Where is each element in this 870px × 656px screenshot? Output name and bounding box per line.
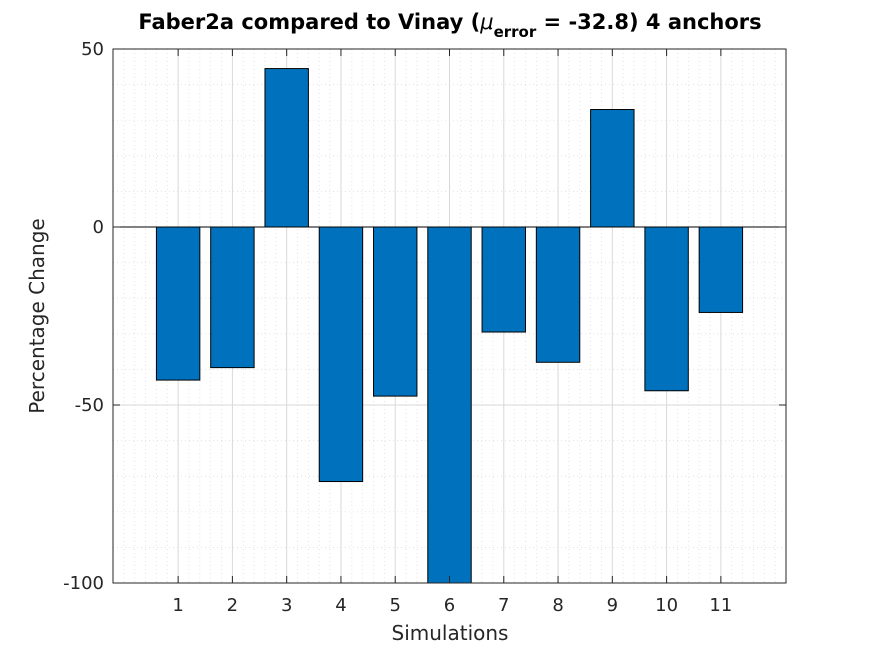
bar-simulation-5 [373, 226, 418, 397]
bar-simulation-7 [481, 226, 526, 333]
bar-simulation-9 [590, 109, 635, 228]
title-prefix: Faber2a compared to Vinay ( [138, 10, 480, 34]
x-tick-label: 3 [281, 595, 292, 616]
bar-simulation-8 [535, 226, 581, 363]
bar-simulation-4 [318, 226, 364, 483]
y-tick-labels: 50 0 -50 -100 [63, 39, 104, 594]
x-tick-label: 7 [498, 595, 509, 616]
x-tick-label: 8 [552, 595, 563, 616]
title-subscript: error [494, 23, 537, 41]
chart-title: Faber2a compared to Vinay (μerror = -32.… [138, 10, 761, 41]
y-tick-label: 50 [81, 39, 104, 60]
x-tick-label: 1 [172, 595, 183, 616]
y-axis-label: Percentage Change [25, 218, 49, 413]
x-tick-label: 11 [709, 595, 732, 616]
x-tick-label: 10 [655, 595, 678, 616]
bars [155, 68, 744, 584]
x-tick-labels: 1 2 3 4 5 6 7 8 9 10 11 [172, 595, 732, 616]
title-suffix: = -32.8) 4 anchors [536, 10, 761, 34]
x-axis-label: Simulations [392, 621, 509, 645]
bar-simulation-2 [210, 226, 255, 369]
x-tick-label: 6 [444, 595, 455, 616]
y-tick-label: 0 [93, 217, 104, 238]
bar-simulation-3 [264, 68, 309, 228]
x-tick-label: 9 [607, 595, 618, 616]
bar-simulation-6 [427, 226, 472, 584]
bar-simulation-10 [644, 226, 689, 392]
bar-simulation-11 [698, 226, 744, 313]
x-tick-label: 2 [227, 595, 238, 616]
bar-simulation-1 [155, 226, 201, 381]
tick-marks [113, 48, 786, 584]
title-mu-symbol: μ [479, 10, 493, 34]
y-tick-label: -100 [63, 573, 104, 594]
y-tick-label: -50 [75, 395, 104, 416]
x-tick-label: 5 [389, 595, 400, 616]
x-tick-label: 4 [335, 595, 346, 616]
